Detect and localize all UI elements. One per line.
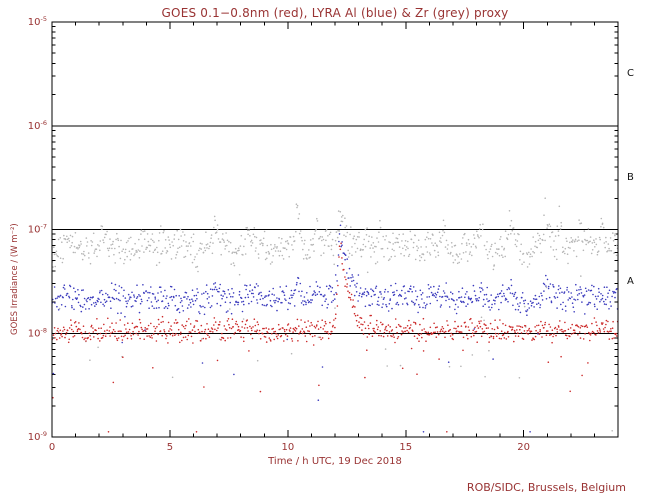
series-lyra-zr-proxy [51, 197, 619, 432]
y-tick-label: 10-7 [28, 223, 47, 236]
y-tick-label: 10-5 [28, 15, 47, 28]
tick-labels: 0 5 10 15 20 10-5 10-6 10-7 10-8 10-9 [28, 15, 530, 453]
x-tick-label: 5 [167, 442, 173, 453]
x-axis-label: Time / h UTC, 19 Dec 2018 [268, 456, 402, 467]
axes [51, 21, 619, 438]
x-tick-label: 15 [399, 442, 412, 453]
chart-title: GOES 0.1−0.8nm (red), LYRA Al (blue) & Z… [161, 6, 509, 20]
credit-text: ROB/SIDC, Brussels, Belgium [466, 481, 626, 494]
x-tick-label: 0 [49, 442, 55, 453]
y-axis-label: GOES Irradiance / (W m⁻²) [10, 223, 20, 335]
plot-frame [51, 21, 619, 438]
flare-class-label-c: C [627, 68, 634, 79]
flare-class-label-b: B [627, 172, 634, 183]
flare-class-label-a: A [627, 276, 634, 287]
x-tick-label: 10 [281, 442, 294, 453]
y-tick-label: 10-8 [28, 326, 47, 339]
y-tick-label: 10-9 [28, 430, 47, 443]
series-lyra-al-proxy [51, 224, 619, 433]
y-tick-label: 10-6 [28, 119, 47, 132]
x-tick-label: 20 [517, 442, 530, 453]
series-goes-xray [51, 242, 619, 433]
